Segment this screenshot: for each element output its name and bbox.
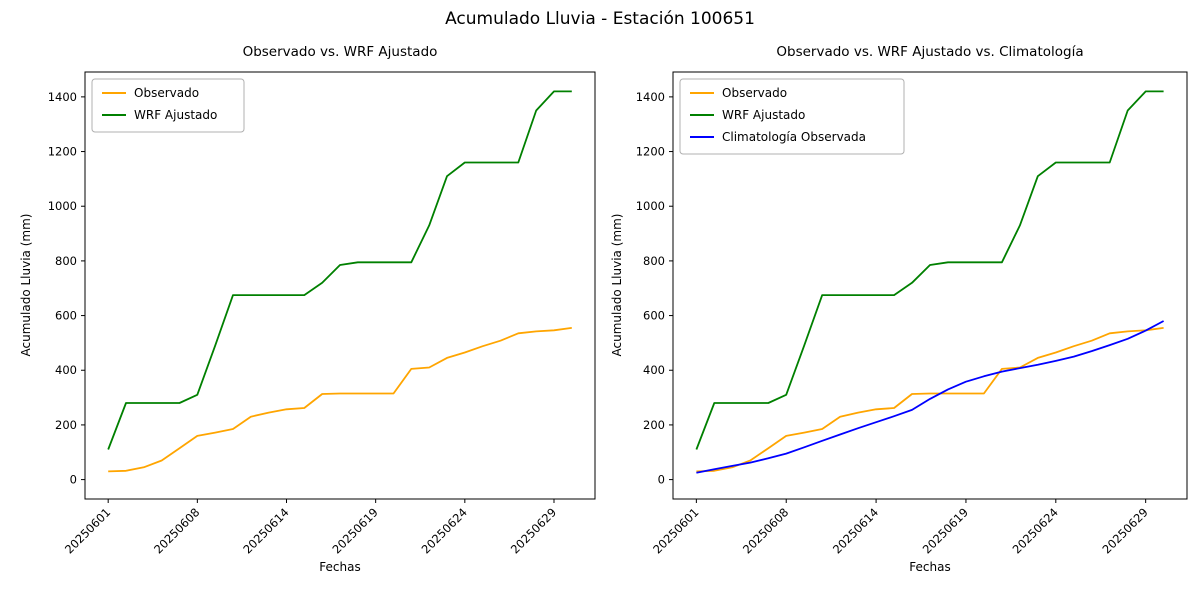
y-tick-label: 400 (643, 363, 665, 377)
y-tick-label: 400 (55, 363, 77, 377)
y-tick-label: 200 (643, 418, 665, 432)
y-tick-label: 1400 (48, 90, 77, 104)
chart-left: Observado vs. WRF Ajustado Acumulado Llu… (19, 44, 596, 574)
y-tick-label: 800 (643, 254, 665, 268)
x-tick-label: 20250614 (240, 505, 291, 556)
x-tick-label: 20250601 (62, 505, 113, 556)
y-tick-label: 1400 (636, 90, 665, 104)
y-tick-label: 600 (55, 309, 77, 323)
legend-box (91, 78, 245, 133)
chart-right-title: Observado vs. WRF Ajustado vs. Climatolo… (776, 44, 1084, 60)
series-line-climatolog-a-observada (696, 320, 1165, 474)
legend-label-1: Observado (134, 86, 199, 100)
legend-label-2: WRF Ajustado (722, 108, 805, 122)
x-tick-label: 20250601 (650, 505, 701, 556)
legend-label-2: WRF Ajustado (134, 108, 217, 122)
chart-left-canvas: 0 200 400 600 800 1000 1200 1400 20250601 2025060… (48, 71, 596, 557)
x-tick-label: 20250614 (830, 505, 881, 556)
x-tick-label: 20250629 (508, 505, 559, 556)
y-tick-label: 1200 (48, 145, 77, 159)
legend-box (679, 78, 905, 155)
series-line-observado (696, 327, 1164, 473)
y-tick-label: 0 (658, 473, 665, 487)
y-tick-label: 1200 (636, 145, 665, 159)
plot-border (84, 71, 596, 500)
figure-title: Acumulado Lluvia - Estación 100651 (445, 9, 755, 29)
x-tick-label: 20250624 (419, 505, 470, 556)
chart-right: Observado vs. WRF Ajustado vs. Climatolo… (600, 0, 1200, 600)
chart-right-canvas: 0 200 400 600 800 1000 1200 1400 20250601 2025060… (636, 71, 1188, 557)
y-tick-label: 1000 (636, 199, 665, 213)
x-tick-label: 20250608 (740, 505, 791, 556)
x-tick-label: 20250629 (1100, 505, 1151, 556)
legend-label-1: Observado (722, 86, 787, 100)
chart-left-x-axis-label: Fechas (319, 560, 361, 574)
y-tick-label: 0 (70, 473, 77, 487)
series-line-wrf-ajustado (107, 90, 572, 450)
plot-border (672, 71, 1188, 500)
y-tick-label: 600 (643, 309, 665, 323)
series-line-observado (108, 327, 572, 473)
x-tick-label: 20250624 (1010, 505, 1061, 556)
chart-left-title: Observado vs. WRF Ajustado (242, 44, 438, 60)
x-tick-label: 20250619 (330, 505, 381, 556)
y-tick-label: 800 (55, 254, 77, 268)
chart-right-x-axis-label: Fechas (909, 560, 951, 574)
x-tick-label: 20250619 (920, 505, 971, 556)
y-tick-label: 200 (55, 418, 77, 432)
y-tick-label: 1000 (48, 199, 77, 213)
legend-label-3: Climatología Observada (722, 130, 866, 144)
x-tick-label: 20250608 (151, 505, 202, 556)
series-line-wrf-ajustado (695, 90, 1164, 450)
